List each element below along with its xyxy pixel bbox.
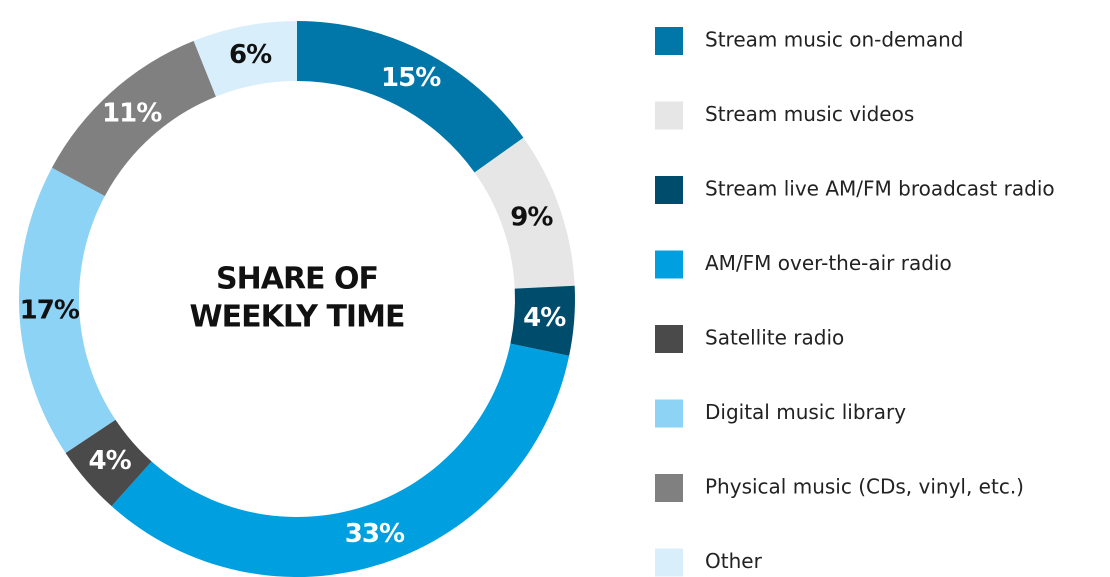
legend-label: Other: [705, 549, 763, 573]
donut-slice: [111, 343, 570, 577]
donut-slice: [297, 21, 524, 173]
legend-label: Stream music on-demand: [705, 28, 963, 52]
legend-swatch: [655, 474, 683, 502]
center-label: WEEKLY TIME: [190, 300, 405, 335]
legend-swatch: [655, 548, 683, 577]
slice-label: 15%: [381, 63, 441, 93]
slice-label: 4%: [523, 303, 566, 333]
slice-label: 17%: [20, 295, 80, 325]
legend-label: Digital music library: [705, 400, 906, 424]
legend-swatch: [655, 250, 683, 279]
legend-label: Stream live AM/FM broadcast radio: [705, 177, 1055, 201]
legend-swatch: [655, 325, 683, 353]
slice-label: 6%: [229, 40, 272, 70]
legend-swatch: [655, 176, 683, 204]
legend-swatch: [655, 101, 683, 130]
center-label: SHARE OF: [216, 262, 378, 297]
slice-label: 9%: [510, 202, 553, 232]
donut-slice: [65, 419, 152, 507]
donut-slice: [19, 167, 116, 453]
legend-swatch: [655, 399, 683, 428]
legend-label: AM/FM over-the-air radio: [705, 251, 952, 275]
legend-label: Stream music videos: [705, 102, 914, 126]
legend-label: Physical music (CDs, vinyl, etc.): [705, 475, 1024, 499]
donut-slice: [474, 137, 575, 289]
slice-label: 4%: [88, 446, 131, 476]
slice-label: 33%: [345, 519, 405, 549]
donut-slice: [510, 285, 575, 356]
slice-label: 11%: [102, 99, 162, 129]
donut-slice: [193, 21, 297, 97]
legend-label: Satellite radio: [705, 326, 844, 350]
legend-swatch: [655, 27, 683, 55]
donut-slice: [51, 40, 216, 197]
